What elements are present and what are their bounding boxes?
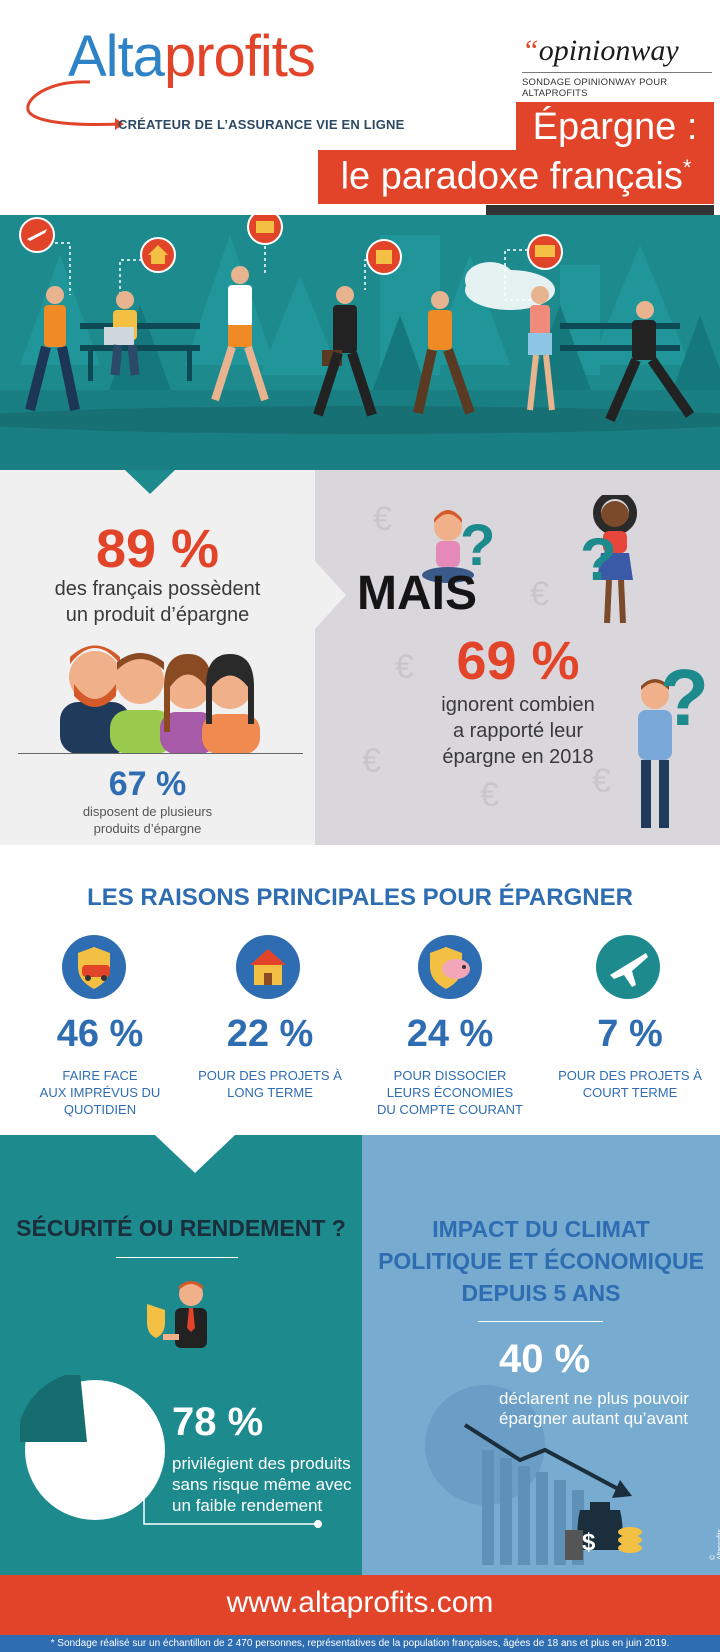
reasons-title: LES RAISONS PRINCIPALES POUR ÉPARGNER <box>87 884 633 911</box>
footnote-bar <box>0 1635 720 1652</box>
divider <box>116 1257 238 1258</box>
page-title-line2: le paradoxe français* <box>340 155 692 198</box>
stat-69-line1: ignorent combien <box>441 694 595 716</box>
divider <box>522 72 712 73</box>
businessman-shield-illustration <box>147 1281 207 1348</box>
reason-label-line2: LEURS ÉCONOMIES <box>386 1085 514 1100</box>
pie-chart <box>20 1375 165 1520</box>
woman-thinking-illustration: ? <box>580 495 637 624</box>
title-box <box>516 102 714 156</box>
svg-text:?: ? <box>460 513 495 578</box>
stat-69-line3: épargne en 2018 <box>442 746 594 768</box>
divider <box>478 1321 603 1322</box>
opinionway-subtitle: SONDAGE OPINIONWAY POUR ALTAPROFITS <box>522 77 668 99</box>
security-line2: sans risque même avec <box>172 1475 352 1494</box>
pointer-arrow <box>314 560 346 630</box>
header: Altaprofits CRÉATEUR DE L’ASSURANCE VIE … <box>0 0 720 225</box>
euro-icon: € <box>395 648 414 686</box>
reason-label-line1: POUR DES PROJETS À <box>198 1068 342 1083</box>
stat-89-percent: 89 % <box>95 519 220 579</box>
climate-title-line3: DEPUIS 5 ANS <box>461 1280 621 1306</box>
airplane-icon <box>596 935 660 999</box>
stat-69-percent: 69 % <box>456 631 580 691</box>
page-title-line1: Épargne : <box>532 106 698 148</box>
illustration-scene <box>0 215 720 470</box>
footnote-text: * Sondage réalisé sur un échantillon de … <box>50 1638 670 1649</box>
reason-percent: 46 % <box>56 1013 144 1055</box>
security-title: SÉCURITÉ OU RENDEMENT ? <box>16 1215 346 1241</box>
reason-label-line3: DU COMPTE COURANT <box>377 1102 523 1117</box>
group-of-people-illustration <box>60 645 260 754</box>
copyright-text: © Altaprofits, juin 2019 <box>710 1526 720 1560</box>
footer <box>0 1575 720 1635</box>
house-icon <box>236 935 300 999</box>
dollar-icon: $ <box>582 1529 596 1556</box>
mais-label: MAIS <box>357 567 477 620</box>
reason-label-line2: LONG TERME <box>227 1085 313 1100</box>
declining-chart-illustration <box>463 1423 642 1565</box>
climate-title-line2: POLITIQUE ET ÉCONOMIQUE <box>378 1248 704 1274</box>
reason-label-line1: POUR DES PROJETS À <box>558 1068 702 1083</box>
car-shield-icon <box>62 935 126 999</box>
pointer-arrow <box>125 470 175 494</box>
opinionway-logo: “opinionway <box>522 34 679 67</box>
climate-line2: épargner autant qu’avant <box>499 1409 689 1428</box>
tagline: CRÉATEUR DE L’ASSURANCE VIE EN LIGNE <box>118 117 405 132</box>
reason-label-line2: COURT TERME <box>582 1085 678 1100</box>
climate-title-line1: IMPACT DU CLIMAT <box>432 1216 650 1242</box>
euro-icon: € <box>362 742 381 780</box>
pointer-arrow <box>155 1135 235 1173</box>
stats-left-panel <box>0 470 315 845</box>
security-line1: privilégient des produits <box>172 1454 351 1473</box>
security-percent: 78 % <box>172 1400 264 1444</box>
reason-percent: 24 % <box>406 1013 494 1055</box>
reason-label-line2: AUX IMPRÉVUS DU <box>39 1085 161 1100</box>
svg-text:?: ? <box>660 653 709 742</box>
reason-label-line3: QUOTIDIEN <box>63 1102 137 1117</box>
reason-percent: 7 % <box>597 1013 663 1055</box>
man-thinking-illustration: ? <box>638 653 709 828</box>
stat-67-percent: 67 % <box>108 765 187 803</box>
euro-icon: € <box>592 762 611 800</box>
logo[interactable]: Altaprofits <box>68 24 316 89</box>
stat-89-line2: un produit d’épargne <box>65 604 250 626</box>
reasons-section <box>0 845 720 1135</box>
security-line3: un faible rendement <box>172 1496 323 1515</box>
stat-67-line1: disposent de plusieurs <box>82 804 213 819</box>
euro-icon: € <box>480 776 499 814</box>
website-link[interactable]: www.altaprofits.com <box>226 1586 494 1619</box>
reason-label-line1: POUR DISSOCIER <box>393 1068 507 1083</box>
logo-swoosh <box>26 80 124 130</box>
stat-89-line1: des français possèdent <box>54 578 261 600</box>
euro-icon: € <box>530 575 549 613</box>
climate-percent: 40 % <box>499 1337 591 1381</box>
stats-right-panel <box>315 470 720 845</box>
piggy-shield-icon <box>418 935 482 999</box>
divider <box>18 753 303 754</box>
people-walking-illustration <box>0 215 720 470</box>
reason-label-line1: FAIRE FACE <box>62 1068 138 1083</box>
climate-line1: déclarent ne plus pouvoir <box>499 1389 689 1408</box>
question-mark-illustration: ? <box>422 510 495 583</box>
title-box <box>318 150 714 204</box>
reason-percent: 22 % <box>226 1013 314 1055</box>
svg-text:?: ? <box>580 526 617 593</box>
connector-line <box>143 1450 322 1528</box>
stat-67-line2: produits d’épargne <box>93 821 202 836</box>
euro-icon: € <box>373 500 392 538</box>
stat-69-line2: a rapporté leur <box>452 720 584 742</box>
